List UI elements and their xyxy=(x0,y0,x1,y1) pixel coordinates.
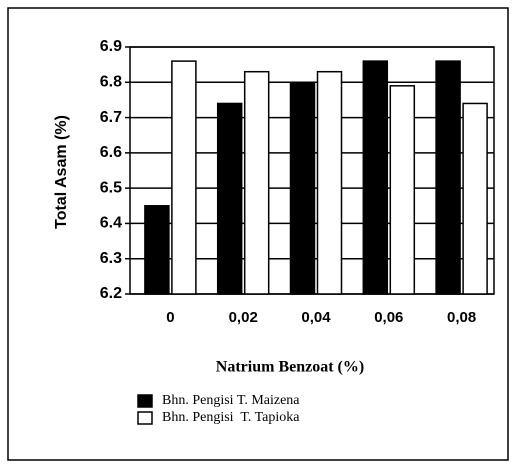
bar xyxy=(462,102,488,295)
bar xyxy=(435,60,461,295)
y-tick-label: 6.3 xyxy=(100,250,122,267)
x-tick-label: 0,04 xyxy=(301,309,331,326)
legend-label: Bhn. Pengisi T. Maizena xyxy=(162,393,300,408)
bar xyxy=(243,70,270,295)
y-tick-label: 6.4 xyxy=(100,215,122,232)
bar xyxy=(171,60,197,295)
x-tick-label: 0,06 xyxy=(374,309,403,326)
y-tick-label: 6.2 xyxy=(100,285,122,302)
bar xyxy=(316,70,343,295)
x-tick-label: 0,02 xyxy=(229,309,258,326)
y-tick-label: 6.9 xyxy=(100,38,122,55)
bar xyxy=(144,205,170,295)
y-tick-label: 6.7 xyxy=(100,109,122,126)
bar xyxy=(216,102,243,295)
bar xyxy=(289,81,316,295)
y-tick-label: 6.5 xyxy=(100,179,122,196)
y-tick-label: 6.8 xyxy=(100,74,122,91)
legend-swatch xyxy=(137,394,153,408)
x-tick-label: 0 xyxy=(166,309,174,326)
x-axis-title: Natrium Benzoat (%) xyxy=(216,359,364,376)
bar xyxy=(389,85,416,295)
legend-swatch xyxy=(137,411,153,425)
bar xyxy=(362,60,389,295)
x-tick-label: 0,08 xyxy=(447,309,476,326)
legend-label: Bhn. Pengisi T. Tapioka xyxy=(162,410,300,425)
y-tick-label: 6.6 xyxy=(100,144,122,161)
y-axis-title: Total Asam (%) xyxy=(53,115,70,229)
